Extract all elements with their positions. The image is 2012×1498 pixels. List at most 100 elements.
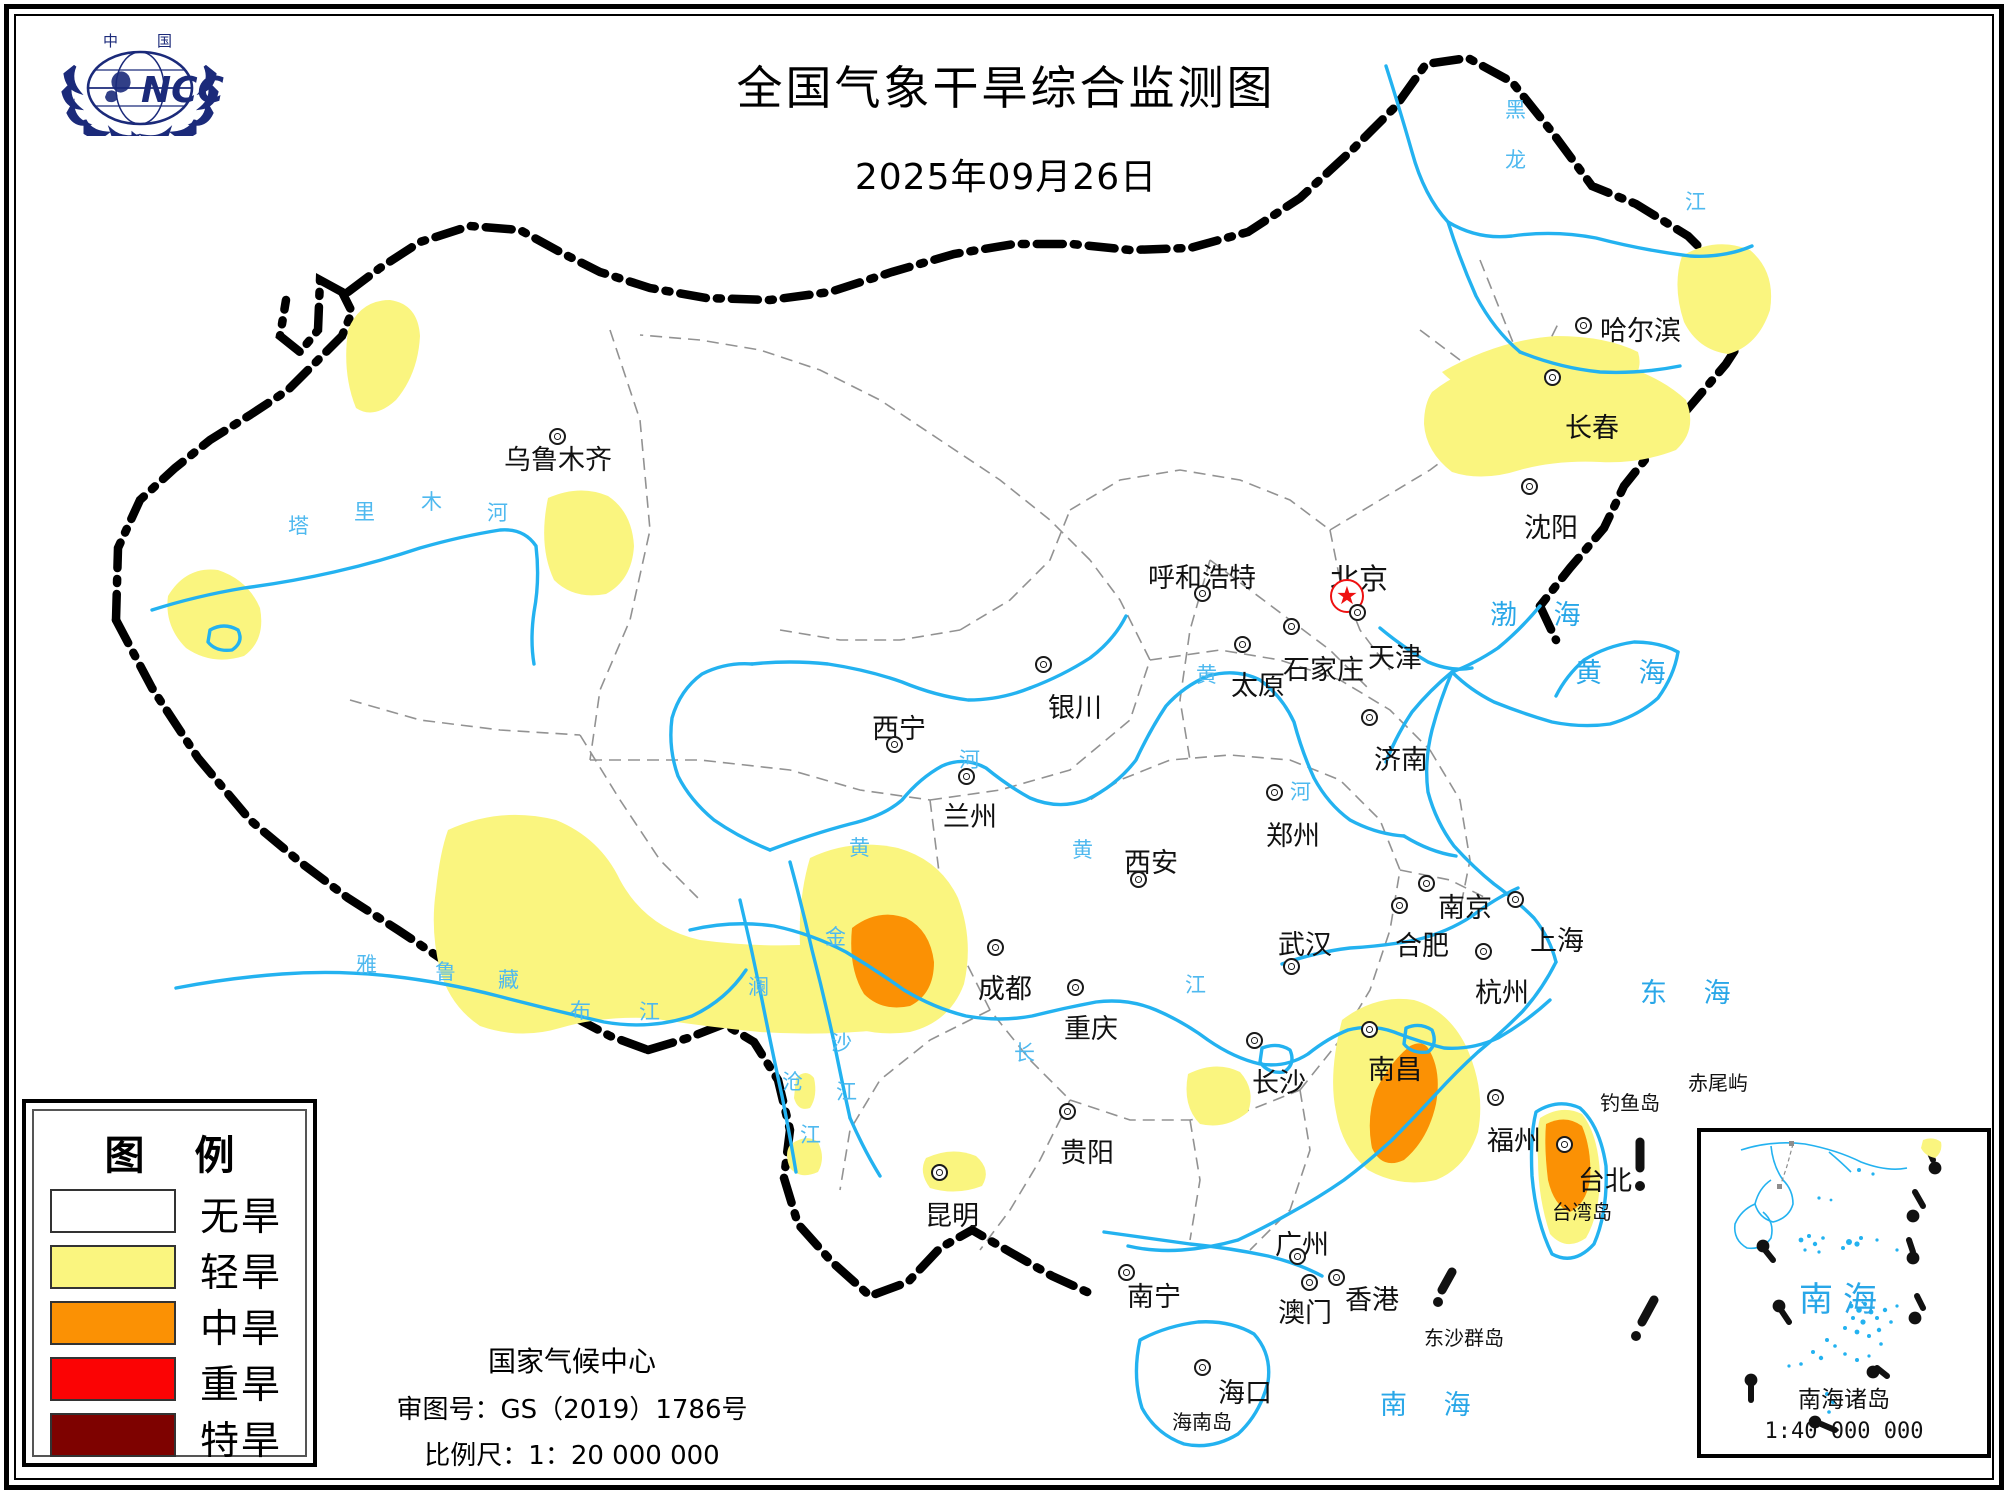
river-label: 江 — [1185, 973, 1206, 997]
river-label: 河 — [1290, 780, 1311, 804]
river-label: 澜 — [748, 975, 769, 999]
drought-zone-moderate — [1369, 1043, 1438, 1164]
city-label: 合肥 — [1395, 931, 1449, 962]
city-marker-icon — [1246, 1032, 1263, 1049]
sea-label: 黄 海 — [1575, 658, 1680, 689]
svg-text:国: 国 — [157, 32, 172, 50]
legend-item: 重旱 — [50, 1357, 308, 1409]
river-label: 江 — [639, 1000, 660, 1024]
island-label: 台湾岛 — [1552, 1200, 1612, 1224]
capital-star-icon: ★ — [1335, 581, 1359, 610]
city-label: 海口 — [1218, 1378, 1272, 1409]
legend-title: 图 例 — [104, 1133, 253, 1179]
city-marker-icon — [1349, 604, 1366, 621]
city-label: 长沙 — [1252, 1068, 1306, 1099]
city-marker-icon — [1194, 1359, 1211, 1376]
city-label: 澳门 — [1278, 1298, 1332, 1329]
city-marker-icon — [1266, 784, 1283, 801]
drought-zone-moderate — [851, 914, 934, 1008]
island-label: 钓鱼岛 — [1600, 1091, 1660, 1115]
legend-label: 无旱 — [200, 1195, 283, 1240]
city-marker-icon — [1118, 1264, 1135, 1281]
city-label: 贵阳 — [1060, 1138, 1114, 1169]
city-label: 昆明 — [925, 1201, 979, 1232]
city-marker-icon — [1067, 979, 1084, 996]
island-label: 赤尾屿 — [1688, 1071, 1748, 1095]
city-marker-icon — [1475, 943, 1492, 960]
drought-zone-light — [346, 300, 420, 413]
river-label: 藏 — [498, 968, 519, 992]
legend-swatch — [50, 1357, 176, 1401]
city-label: 南京 — [1438, 893, 1492, 924]
drought-zone-light — [544, 490, 634, 596]
footer-scale: 比例尺：1：20 000 000 — [424, 1441, 720, 1471]
legend-swatch — [50, 1189, 176, 1233]
city-marker-icon — [1507, 891, 1524, 908]
city-label: 长春 — [1565, 413, 1619, 444]
city-marker-icon — [1234, 636, 1251, 653]
city-marker-icon — [1487, 1089, 1504, 1106]
river-label: 江 — [800, 1123, 821, 1147]
inset-sea-label: 南海 — [1799, 1280, 1887, 1320]
city-marker-icon — [1194, 585, 1211, 602]
city-marker-icon — [1361, 709, 1378, 726]
city-label: 台北 — [1578, 1166, 1632, 1197]
river-label: 龙 — [1505, 148, 1526, 172]
map-frame-inner — [14, 14, 1994, 1480]
svg-text:中: 中 — [103, 32, 118, 50]
footer-agency: 国家气候中心 — [487, 1345, 656, 1378]
city-marker-icon — [1289, 1248, 1306, 1265]
river-label: 雅 — [356, 953, 377, 977]
legend-item: 轻旱 — [50, 1245, 308, 1297]
river-label: 金 — [825, 925, 846, 949]
map-frame-outer — [4, 4, 2004, 1490]
city-marker-icon — [1418, 875, 1435, 892]
city-label: 南宁 — [1127, 1282, 1181, 1313]
sea-label: 东 海 — [1640, 978, 1745, 1009]
city-marker-icon — [1301, 1274, 1318, 1291]
legend-item: 无旱 — [50, 1189, 308, 1241]
river-label: 河 — [487, 501, 508, 525]
river-label: 黑 — [1505, 98, 1526, 122]
legend-swatch — [50, 1245, 176, 1289]
city-label: 上海 — [1530, 926, 1584, 957]
city-label: 乌鲁木齐 — [504, 445, 612, 476]
south-china-sea-inset: 南海 南海诸岛 1:40 000 000 — [1697, 1128, 1991, 1458]
city-marker-icon — [549, 428, 566, 445]
city-marker-icon — [931, 1164, 948, 1181]
city-label: 济南 — [1374, 745, 1428, 776]
legend-box: 图 例 无旱 轻旱 中旱 重旱 特旱 — [22, 1099, 317, 1467]
drought-zone-light — [167, 569, 262, 660]
river-label: 长 — [1014, 1041, 1035, 1065]
river-label: 河 — [959, 748, 980, 772]
city-marker-icon — [1328, 1269, 1345, 1286]
city-marker-icon — [1283, 618, 1300, 635]
city-label: 重庆 — [1064, 1014, 1118, 1045]
river-label: 木 — [421, 490, 442, 514]
legend-swatch — [50, 1413, 176, 1457]
island-label: 海南岛 — [1172, 1410, 1232, 1434]
river-label: 江 — [1685, 190, 1706, 214]
city-label: 天津 — [1368, 643, 1422, 674]
river-label: 布 — [570, 999, 591, 1023]
city-marker-icon — [958, 768, 975, 785]
legend-inner-border: 图 例 无旱 轻旱 中旱 重旱 特旱 — [32, 1109, 308, 1464]
city-label: 武汉 — [1278, 930, 1332, 961]
river-label: 黄 — [1196, 663, 1217, 687]
city-marker-icon — [1130, 871, 1147, 888]
city-label: 成都 — [978, 974, 1032, 1005]
city-marker-icon — [1361, 1021, 1378, 1038]
city-label: 石家庄 — [1283, 655, 1364, 686]
city-marker-icon — [1556, 1136, 1573, 1153]
drought-zone-light — [1677, 244, 1772, 354]
city-marker-icon — [1035, 656, 1052, 673]
city-marker-icon — [1521, 478, 1538, 495]
footer-review-no: 审图号：GS（2019）1786号 — [396, 1395, 748, 1425]
city-marker-icon — [1391, 897, 1408, 914]
river-label: 里 — [354, 500, 375, 524]
city-marker-icon — [1544, 369, 1561, 386]
legend-label: 轻旱 — [200, 1251, 283, 1296]
city-label: 沈阳 — [1524, 513, 1578, 544]
